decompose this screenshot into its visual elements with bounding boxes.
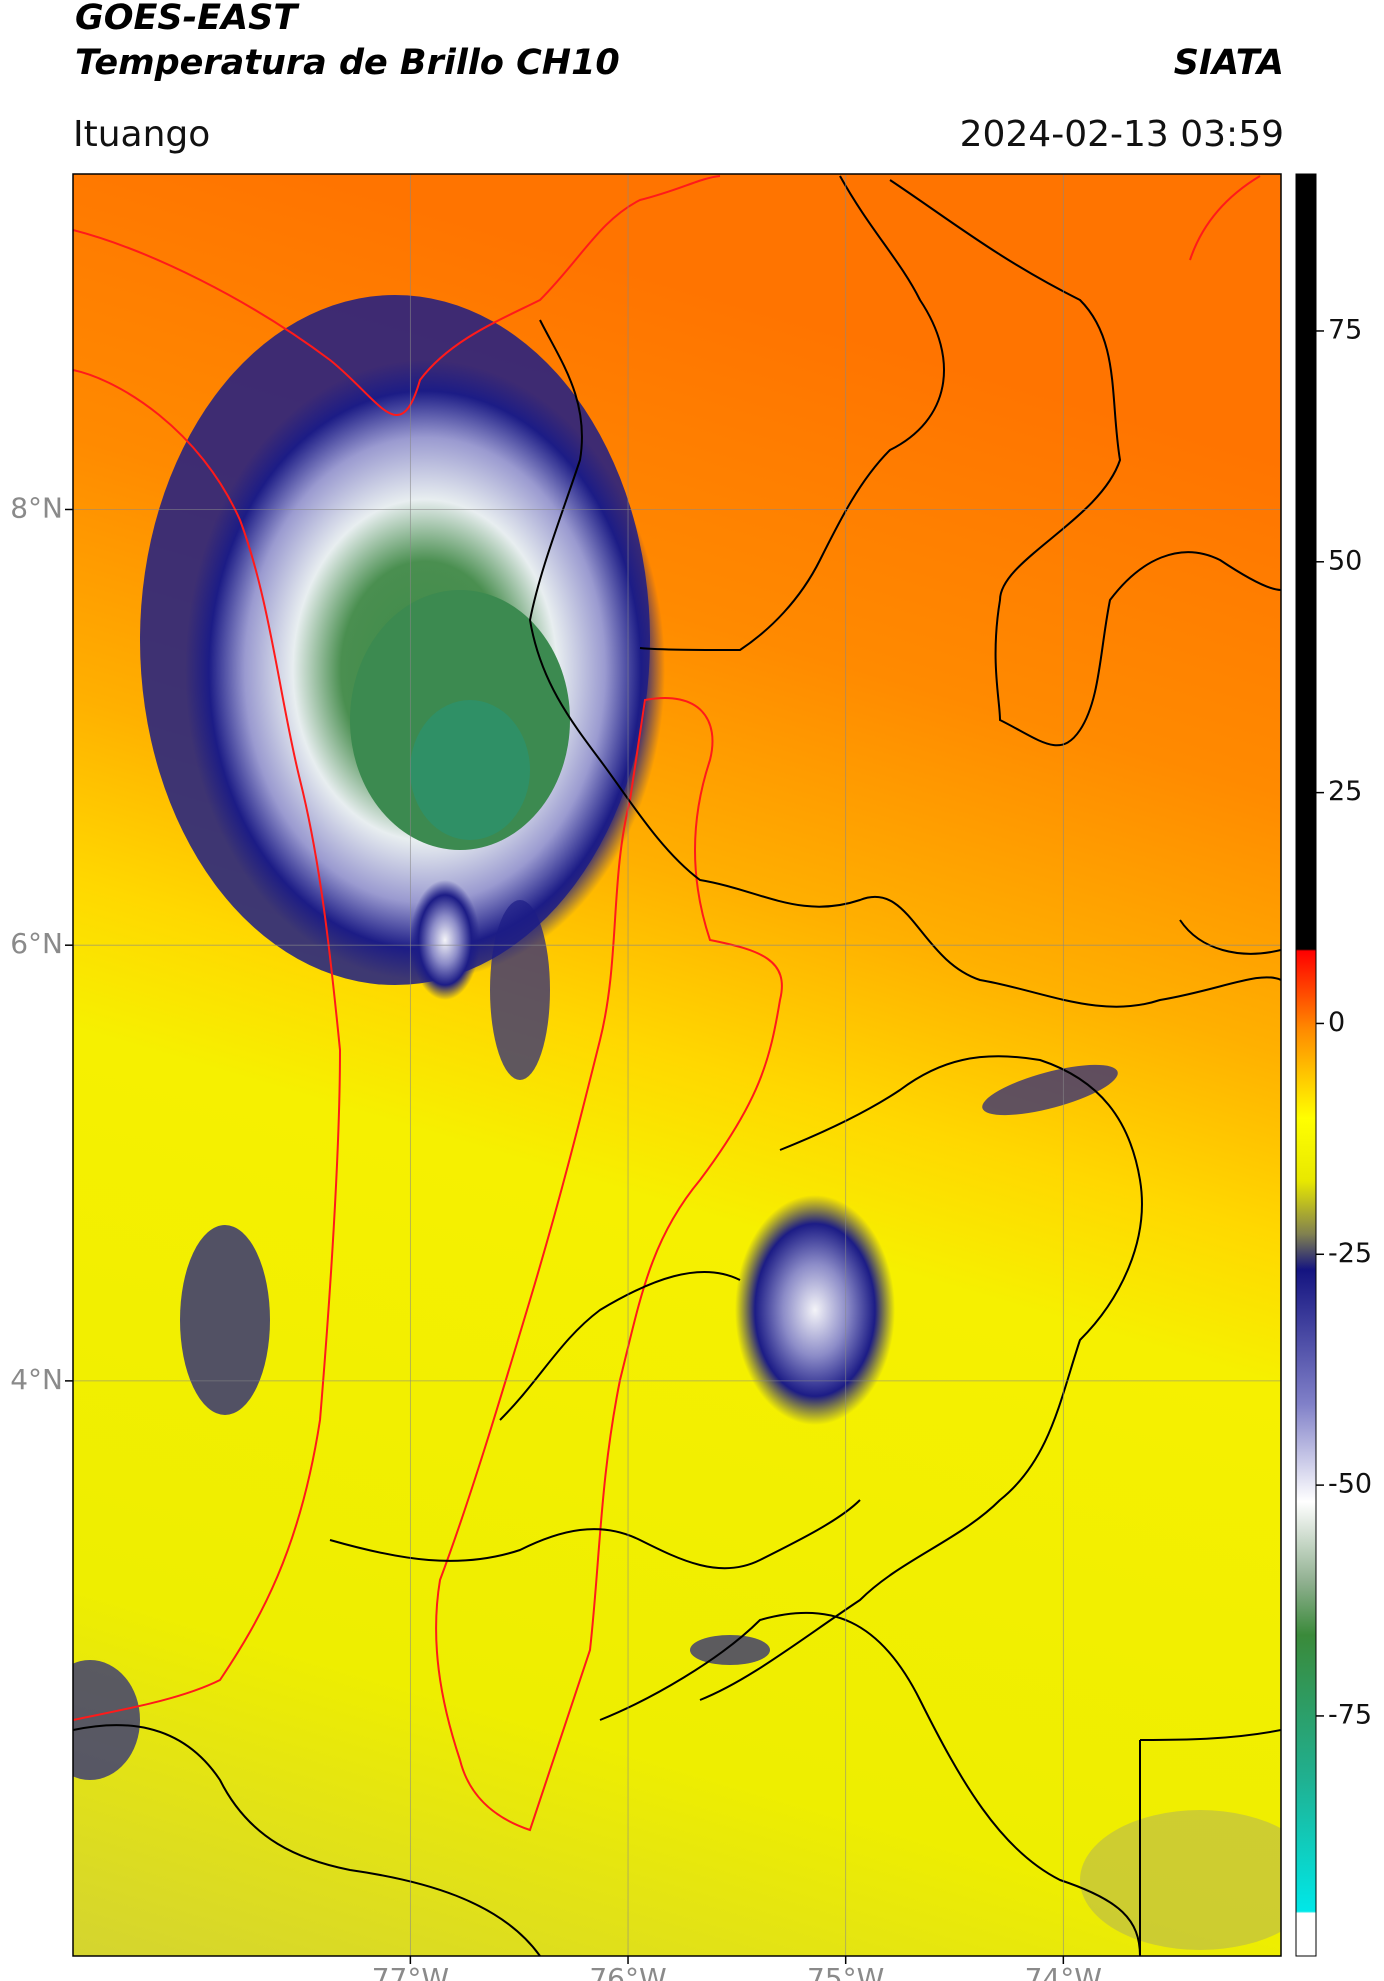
location: Ituango <box>73 114 210 155</box>
lon-tick-label: 74°W <box>1025 1962 1102 1981</box>
lon-tick-label: 77°W <box>372 1962 449 1981</box>
title-line2: Temperatura de Brillo CH10 <box>75 43 620 83</box>
lat-tick-label: 8°N <box>10 491 63 524</box>
colorbar-tick-label: 0 <box>1328 1007 1345 1038</box>
colorbar-tick-label: -25 <box>1328 1238 1372 1269</box>
colorbar-tick-label: 50 <box>1328 545 1362 576</box>
colorbar-tick-label: 25 <box>1328 776 1362 807</box>
colorbar <box>1295 173 1317 1957</box>
map-frame <box>72 173 1282 1957</box>
map-image <box>73 174 1281 1956</box>
source: SIATA <box>1174 43 1284 83</box>
title-line1: GOES-EAST <box>75 0 300 38</box>
colorbar-tick-label: -50 <box>1328 1469 1372 1500</box>
colorbar-tick-label: -75 <box>1328 1699 1372 1730</box>
lat-tick-label: 6°N <box>10 927 63 960</box>
colorbar-tick-label: 75 <box>1328 314 1362 345</box>
lat-tick-label: 4°N <box>10 1363 63 1396</box>
lon-tick-label: 75°W <box>807 1962 884 1981</box>
lon-tick-label: 76°W <box>589 1962 666 1981</box>
datetime: 2024-02-13 03:59 <box>960 114 1284 155</box>
grid <box>73 174 1281 1956</box>
